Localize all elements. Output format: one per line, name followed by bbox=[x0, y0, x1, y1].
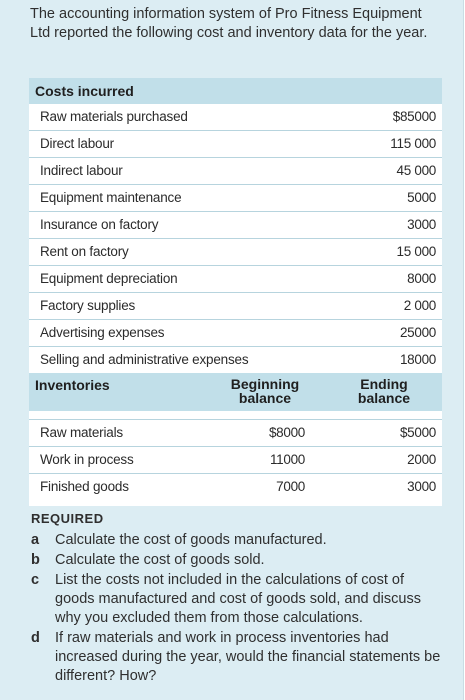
inventory-beginning: 7000 bbox=[276, 479, 305, 494]
inventory-label: Finished goods bbox=[40, 479, 129, 494]
cost-row: Raw materials purchased $85000 bbox=[29, 104, 442, 131]
inventory-beginning: 11000 bbox=[269, 452, 305, 467]
cost-row: Advertising expenses 25000 bbox=[29, 320, 442, 347]
item-text: Calculate the cost of goods sold. bbox=[55, 552, 265, 568]
inventories-header: Inventories Beginning balance Ending bal… bbox=[29, 373, 442, 411]
cost-label: Rent on factory bbox=[40, 244, 129, 259]
cost-label: Advertising expenses bbox=[40, 325, 165, 340]
intro-text: The accounting information system of Pro… bbox=[30, 6, 428, 41]
cost-value: 5000 bbox=[407, 190, 436, 205]
item-letter: c bbox=[31, 572, 40, 588]
cost-value: 8000 bbox=[407, 271, 436, 286]
cost-row: Rent on factory 15 000 bbox=[29, 239, 442, 266]
cost-label: Equipment depreciation bbox=[40, 271, 178, 286]
data-table: Costs incurred Raw materials purchased $8… bbox=[29, 78, 442, 506]
cost-row: Direct labour 115 000 bbox=[29, 131, 442, 158]
cost-row: Equipment depreciation 8000 bbox=[29, 266, 442, 293]
inventory-label: Work in process bbox=[40, 452, 134, 467]
inventory-label: Raw materials bbox=[40, 425, 123, 440]
ending-balance-header: Ending balance bbox=[357, 376, 411, 406]
table-bottom-padding bbox=[29, 500, 442, 506]
required-item: a Calculate the cost of goods manufacture… bbox=[31, 531, 446, 550]
cost-label: Equipment maintenance bbox=[40, 190, 182, 205]
required-list: a Calculate the cost of goods manufacture… bbox=[31, 531, 446, 687]
cost-row: Selling and administrative expenses 18000 bbox=[29, 347, 442, 373]
inventory-ending: $5000 bbox=[399, 425, 436, 440]
cost-value: 45 000 bbox=[396, 163, 437, 178]
cost-label: Selling and administrative expenses bbox=[40, 352, 249, 367]
cost-label: Insurance on factory bbox=[40, 217, 159, 232]
costs-header: Costs incurred bbox=[29, 78, 442, 104]
cost-value: 3000 bbox=[407, 217, 436, 232]
item-text: If raw materials and work in process inv… bbox=[55, 630, 441, 684]
cost-row: Equipment maintenance 5000 bbox=[29, 185, 442, 212]
inventory-row: Finished goods 7000 3000 bbox=[29, 474, 442, 500]
table-spacer bbox=[29, 411, 442, 420]
cost-row: Factory supplies 2 000 bbox=[29, 293, 442, 320]
cost-value: 2 000 bbox=[403, 298, 437, 313]
cost-row: Insurance on factory 3000 bbox=[29, 212, 442, 239]
inventory-row: Raw materials $8000 $5000 bbox=[29, 420, 442, 447]
required-heading: REQUIRED bbox=[31, 511, 104, 526]
inventory-beginning: $8000 bbox=[268, 425, 305, 440]
required-item: c List the costs not included in the calc… bbox=[31, 571, 446, 628]
beginning-balance-header: Beginning balance bbox=[230, 376, 300, 406]
item-letter: d bbox=[31, 630, 40, 646]
item-letter: a bbox=[31, 532, 40, 548]
cost-label: Indirect labour bbox=[40, 163, 123, 178]
cost-value: $85000 bbox=[392, 109, 437, 124]
item-letter: b bbox=[31, 552, 40, 568]
cost-value: 18000 bbox=[399, 352, 436, 367]
inventory-ending: 3000 bbox=[407, 479, 436, 494]
required-item: b Calculate the cost of goods sold. bbox=[31, 551, 446, 570]
required-item: d If raw materials and work in process in… bbox=[31, 629, 446, 686]
inventory-ending: 2000 bbox=[407, 452, 436, 467]
cost-label: Factory supplies bbox=[40, 298, 136, 313]
cost-label: Raw materials purchased bbox=[40, 109, 188, 124]
cost-value: 15 000 bbox=[396, 244, 437, 259]
inventories-title: Inventories bbox=[35, 377, 110, 393]
item-text: Calculate the cost of goods manufactured… bbox=[55, 532, 327, 548]
cost-label: Direct labour bbox=[40, 136, 114, 151]
item-text: List the costs not included in the calcu… bbox=[55, 572, 421, 626]
inventory-row: Work in process 11000 2000 bbox=[29, 447, 442, 474]
cost-value: 25000 bbox=[399, 325, 436, 340]
cost-value: 115 000 bbox=[390, 136, 436, 151]
cost-row: Indirect labour 45 000 bbox=[29, 158, 442, 185]
